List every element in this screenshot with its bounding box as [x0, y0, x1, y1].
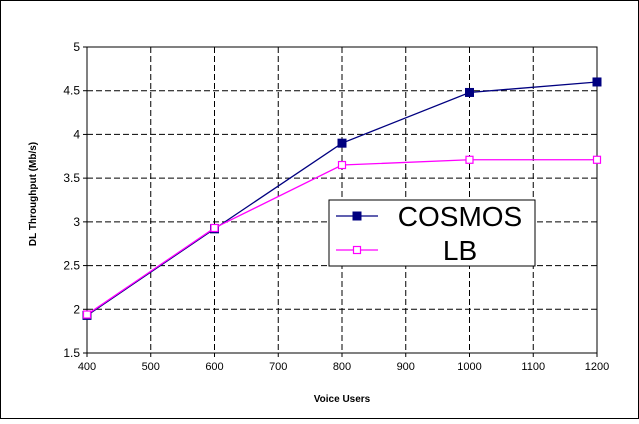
y-tick-label: 3	[73, 215, 80, 229]
x-tick-label: 800	[333, 361, 351, 373]
legend-item-cosmos: COSMOS	[336, 201, 522, 232]
legend-item-lb: LB	[336, 235, 477, 266]
data-point	[82, 310, 92, 319]
x-tick-label: 500	[142, 361, 160, 373]
x-tick-label: 900	[397, 361, 415, 373]
legend-marker	[352, 211, 362, 221]
x-tick-label: 600	[205, 361, 223, 373]
data-point	[592, 155, 602, 164]
data-point	[465, 87, 474, 97]
y-tick-label: 4.5	[63, 84, 80, 98]
x-axis-label: Voice Users	[314, 394, 371, 405]
y-axis-label: DL Throughput (Mb/s)	[28, 142, 39, 246]
y-axis-ticks: 1.5 2 2.5 3 3.5 4 4.5 5	[63, 40, 87, 360]
y-tick-label: 5	[73, 40, 80, 54]
series-layer	[82, 77, 602, 320]
y-tick-label: 2	[73, 302, 80, 316]
x-tick-label: 1100	[521, 361, 545, 373]
x-tick-label: 400	[78, 361, 96, 373]
legend-label: LB	[443, 235, 477, 266]
x-tick-label: 1200	[585, 361, 609, 373]
x-axis-ticks: 400 500 600 700 800 900 1000 1100 1200	[78, 353, 609, 373]
x-tick-label: 1000	[457, 361, 481, 373]
data-point	[337, 160, 347, 170]
legend-box	[328, 199, 536, 267]
y-tick-label: 4	[73, 127, 80, 141]
y-tick-label: 1.5	[63, 346, 80, 360]
data-point	[337, 138, 347, 148]
y-tick-label: 3.5	[63, 171, 80, 185]
series-lb	[82, 155, 602, 319]
y-tick-label: 2.5	[63, 259, 80, 273]
x-tick-label: 700	[269, 361, 287, 373]
data-point	[465, 155, 474, 164]
legend-marker	[352, 245, 362, 255]
legend-label: COSMOS	[398, 201, 522, 232]
data-point	[592, 77, 602, 87]
data-point	[210, 223, 219, 233]
